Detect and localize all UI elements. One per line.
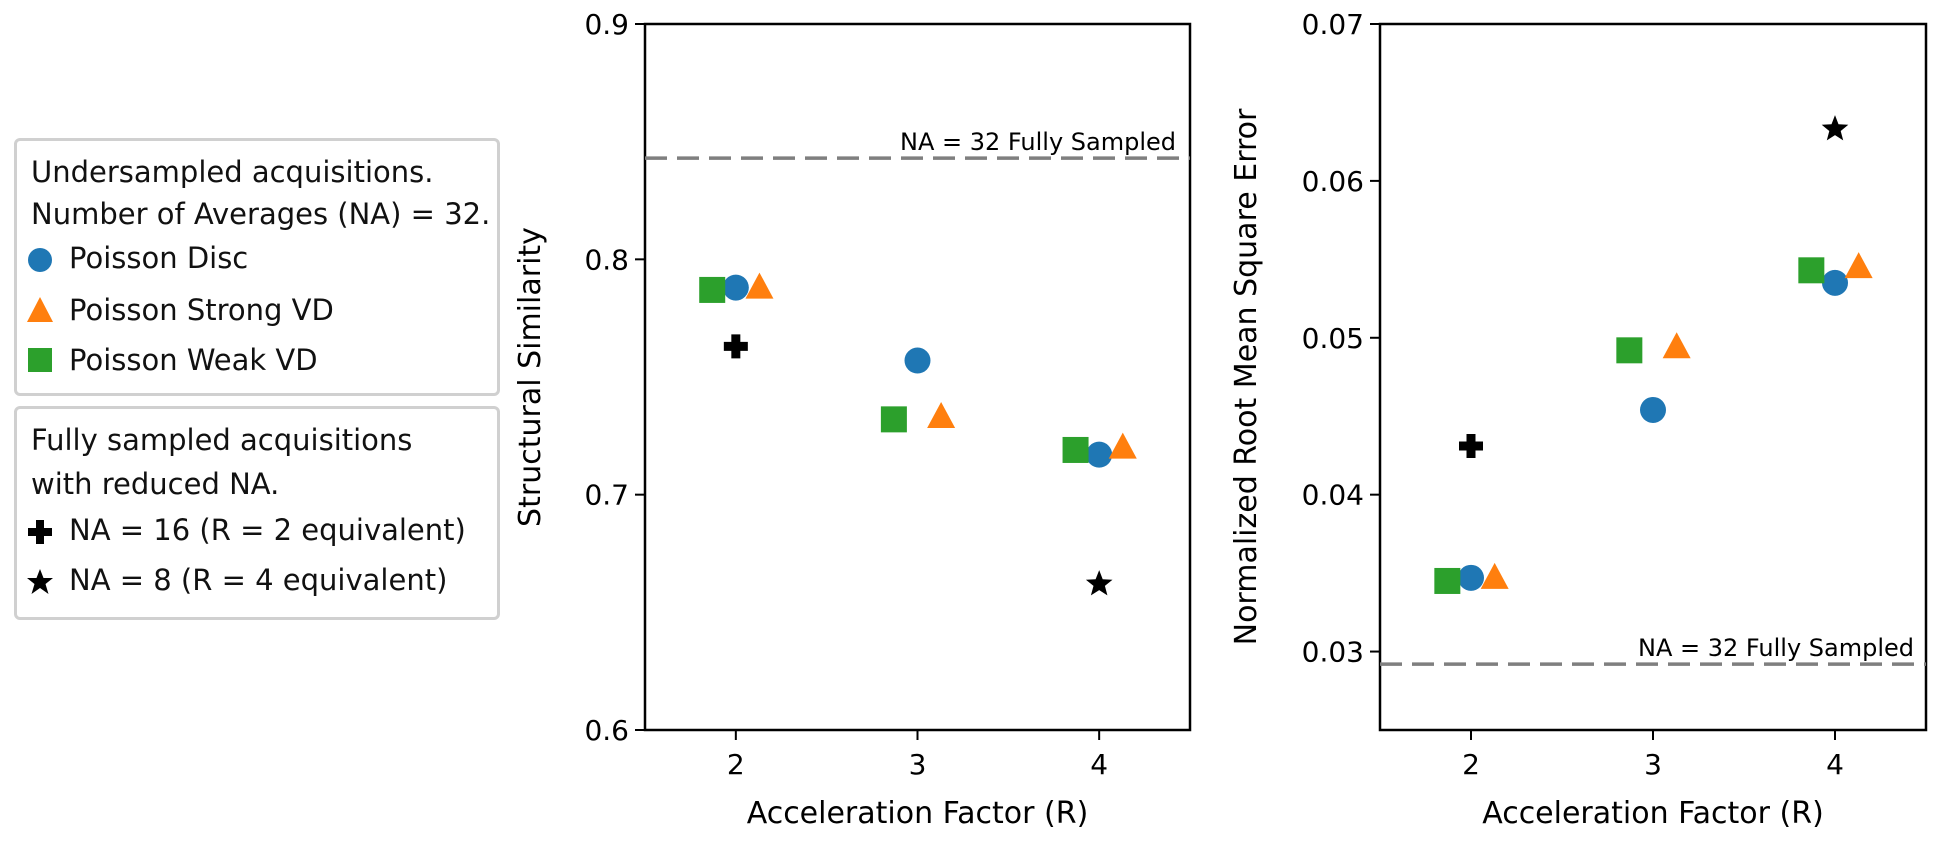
data-point-triangle [1108,432,1137,459]
data-point-circle [1822,269,1848,296]
data-point-square [1434,567,1461,594]
data-point-plus [1459,434,1483,459]
y-axis-label: Structural Similarity [513,227,548,527]
data-point-square [1062,436,1089,463]
reference-line-label: NA = 32 Fully Sampled [900,128,1176,156]
y-axis-label: Normalized Root Mean Square Error [1229,108,1264,645]
reference-line-label: NA = 32 Fully Sampled [1638,634,1914,662]
legend-title-line-1: Undersampled acquisitions. [31,155,434,189]
data-point-circle [1458,564,1484,591]
legend-item-poisson-strong-vd: Poisson Strong VD [69,293,334,327]
y-tick-label: 0.03 [1302,636,1364,669]
legend-item-na16: NA = 16 (R = 2 equivalent) [69,513,466,547]
data-point-triangle [745,272,774,299]
triangle-marker-icon [27,297,53,322]
x-tick-label: 2 [727,748,745,781]
x-axis-label: Acceleration Factor (R) [1482,796,1824,831]
y-tick-label: 0.04 [1302,479,1364,512]
data-point-circle [904,347,931,374]
data-point-square [880,406,907,433]
data-point-triangle [927,402,956,429]
legend-item-poisson-disc: Poisson Disc [69,241,249,275]
data-point-star [1085,570,1113,596]
x-tick-label: 3 [909,748,927,781]
square-marker-icon [28,348,52,372]
data-point-circle [1640,396,1666,423]
plus-marker-icon [28,520,52,544]
x-tick-label: 2 [1462,748,1480,781]
data-point-circle [1086,441,1113,468]
data-point-star [1821,115,1849,141]
y-tick-label: 0.07 [1302,8,1364,41]
legend-title-line-1: Fully sampled acquisitions [31,423,413,457]
y-tick-label: 0.8 [584,243,629,276]
data-point-square [699,276,726,303]
legend-item-na8: NA = 8 (R = 4 equivalent) [69,563,448,597]
x-tick-label: 3 [1644,748,1662,781]
y-tick-label: 0.6 [584,714,629,747]
data-point-triangle [1662,332,1691,359]
data-point-triangle [1844,252,1873,279]
legend-item-poisson-weak-vd: Poisson Weak VD [69,343,318,377]
circle-marker-icon [28,248,52,272]
data-point-circle [722,274,749,301]
y-tick-label: 0.05 [1302,322,1364,355]
x-tick-label: 4 [1826,748,1844,781]
data-point-plus [723,334,748,359]
y-tick-label: 0.9 [584,8,629,41]
legend-title-line-2: with reduced NA. [31,467,280,501]
x-tick-label: 4 [1090,748,1108,781]
y-tick-label: 0.7 [584,479,629,512]
data-point-triangle [1480,562,1509,589]
legend-undersampled: Undersampled acquisitions. Number of Ave… [14,138,500,396]
star-marker-icon [27,569,53,594]
x-axis-label: Acceleration Factor (R) [747,796,1089,831]
data-point-square [1798,257,1825,284]
plot-frame [1378,22,1928,732]
legend-fully-sampled: Fully sampled acquisitions with reduced … [14,406,500,620]
legend-title-line-2: Number of Averages (NA) = 32. [31,197,491,231]
y-tick-label: 0.06 [1302,165,1364,198]
data-point-square [1616,337,1643,364]
